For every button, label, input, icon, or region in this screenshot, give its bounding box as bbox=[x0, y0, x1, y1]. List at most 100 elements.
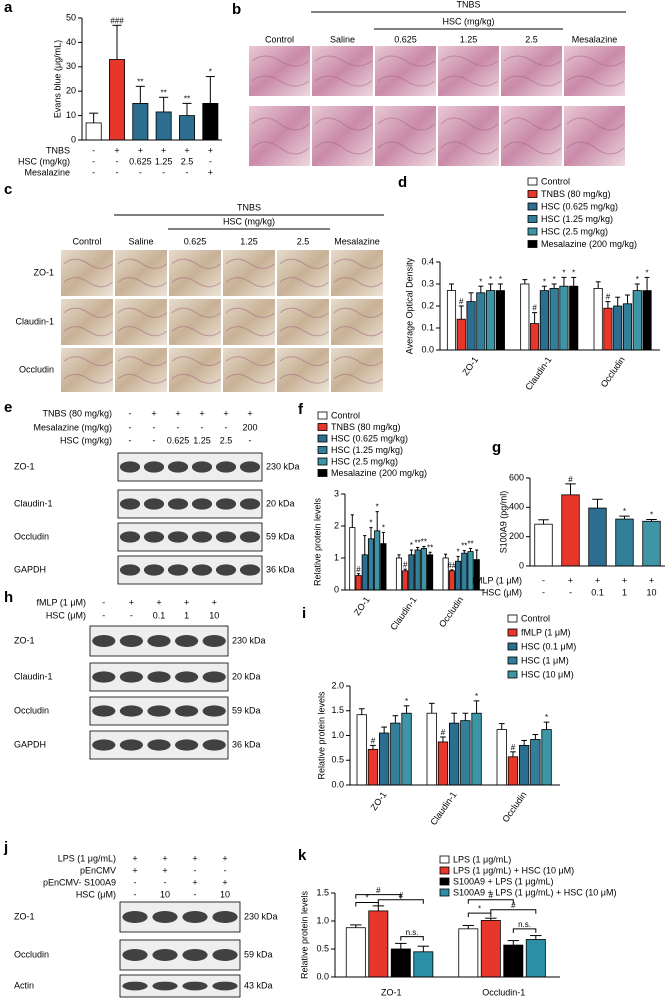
condition-value: 0.1 bbox=[153, 610, 166, 620]
bar bbox=[588, 507, 607, 567]
tissue-image bbox=[331, 299, 383, 345]
bar bbox=[448, 570, 455, 591]
legend-label: Control bbox=[521, 613, 550, 623]
blot-band bbox=[202, 705, 226, 717]
group-subheader: HSC (mg/kg) bbox=[223, 216, 275, 226]
bar bbox=[476, 292, 486, 351]
significance-mark: # bbox=[568, 475, 573, 484]
comparison-label: * bbox=[366, 894, 369, 903]
tissue-image bbox=[277, 250, 329, 296]
legend-label: fMLP (1 μM) bbox=[521, 627, 571, 637]
condition-value: - bbox=[194, 865, 197, 875]
significance-mark: ** bbox=[415, 539, 421, 548]
significance-mark: * bbox=[650, 511, 653, 520]
comparison-bracket bbox=[400, 936, 424, 941]
legend-swatch bbox=[317, 423, 328, 431]
x-tick-label: Claudin-1 bbox=[388, 595, 418, 632]
condition-value: + bbox=[223, 408, 228, 418]
y-tick-label: 0 bbox=[71, 134, 76, 144]
significance-mark: * bbox=[499, 275, 502, 284]
condition-value: + bbox=[212, 597, 217, 607]
panel-letter: j bbox=[3, 839, 8, 856]
significance-mark: # bbox=[511, 743, 516, 752]
significance-mark: ### bbox=[110, 16, 124, 25]
legend-label: S100A9 + LPS (1 μg/mL) + HSC (10 μM) bbox=[453, 887, 616, 897]
molecular-weight: 59 kDa bbox=[232, 705, 261, 715]
blot-band bbox=[152, 949, 178, 961]
protein-label: GAPDH bbox=[14, 739, 46, 749]
comparison-bracket bbox=[467, 899, 514, 904]
panel-letter: e bbox=[4, 399, 12, 416]
condition-label: fMLP (1 μM) bbox=[36, 597, 86, 607]
bar bbox=[642, 520, 661, 567]
condition-value: - bbox=[116, 167, 119, 177]
tissue-image bbox=[312, 106, 373, 166]
significance-mark: * bbox=[410, 541, 413, 550]
legend-label: Mesalazine (200 mg/kg) bbox=[541, 239, 637, 249]
protein-label: Claudin-1 bbox=[14, 671, 53, 681]
molecular-weight: 230 kDa bbox=[232, 635, 266, 645]
tissue-image bbox=[312, 46, 373, 96]
comparison-label: # bbox=[399, 891, 404, 900]
bar bbox=[367, 748, 379, 786]
blot-band bbox=[143, 531, 165, 543]
legend-swatch bbox=[439, 888, 450, 897]
tissue-texture bbox=[314, 117, 373, 155]
y-tick-label: 600 bbox=[509, 472, 524, 482]
condition-value: - bbox=[186, 167, 189, 177]
y-tick-label: 20 bbox=[66, 86, 76, 96]
tissue-texture bbox=[171, 258, 221, 288]
row-label: Occludin bbox=[19, 364, 54, 374]
blot-band bbox=[119, 498, 141, 510]
x-tick-label: Occludin bbox=[500, 790, 528, 824]
y-tick-label: 0.0 bbox=[331, 779, 344, 789]
condition-label: LPS (1 μg/mL) bbox=[58, 853, 116, 863]
blot-band bbox=[119, 461, 141, 473]
panel-letter: a bbox=[4, 0, 13, 16]
y-tick-label: 2 bbox=[334, 520, 339, 530]
bar bbox=[471, 712, 482, 786]
condition-value: 0.1 bbox=[591, 587, 604, 597]
tissue-texture bbox=[566, 55, 625, 87]
bar bbox=[402, 570, 409, 591]
protein-label: Occludin bbox=[14, 949, 49, 959]
y-tick-label: 1.5 bbox=[316, 887, 329, 897]
row-label: ZO-1 bbox=[33, 267, 54, 277]
blot-band bbox=[143, 498, 165, 510]
significance-mark: ** bbox=[427, 543, 433, 552]
legend-swatch bbox=[527, 240, 538, 248]
blot-band bbox=[212, 949, 238, 961]
y-tick-label: 0.0 bbox=[421, 344, 434, 354]
legend-label: Control bbox=[541, 176, 570, 186]
bar bbox=[496, 729, 507, 786]
tissue-texture bbox=[63, 258, 113, 288]
condition-value: 0.625 bbox=[167, 435, 190, 445]
condition-value: - bbox=[201, 422, 204, 432]
column-label: Mesalazine bbox=[334, 236, 380, 246]
blot-band bbox=[202, 739, 226, 751]
protein-label: Claudin-1 bbox=[14, 498, 53, 508]
tissue-image bbox=[375, 46, 436, 96]
blot-band bbox=[119, 739, 143, 751]
bar bbox=[530, 739, 541, 786]
legend-label: S100A9 + LPS (1 μg/mL) bbox=[453, 876, 554, 886]
bar bbox=[593, 287, 603, 351]
blot-band bbox=[92, 635, 116, 647]
molecular-weight: 230 kDa bbox=[244, 911, 278, 921]
bar bbox=[603, 307, 613, 351]
condition-value: - bbox=[569, 587, 572, 597]
panel-letter: c bbox=[4, 181, 12, 198]
condition-value: + bbox=[192, 853, 197, 863]
condition-value: + bbox=[138, 145, 143, 155]
tissue-image bbox=[249, 46, 310, 96]
tissue-image bbox=[438, 106, 499, 166]
condition-value: - bbox=[249, 435, 252, 445]
bar bbox=[395, 557, 403, 591]
significance-mark: ** bbox=[421, 538, 427, 547]
bar bbox=[420, 548, 427, 591]
legend-swatch bbox=[317, 469, 328, 477]
bar bbox=[345, 927, 366, 978]
protein-label: ZO-1 bbox=[14, 911, 35, 921]
significance-mark: * bbox=[562, 269, 565, 278]
